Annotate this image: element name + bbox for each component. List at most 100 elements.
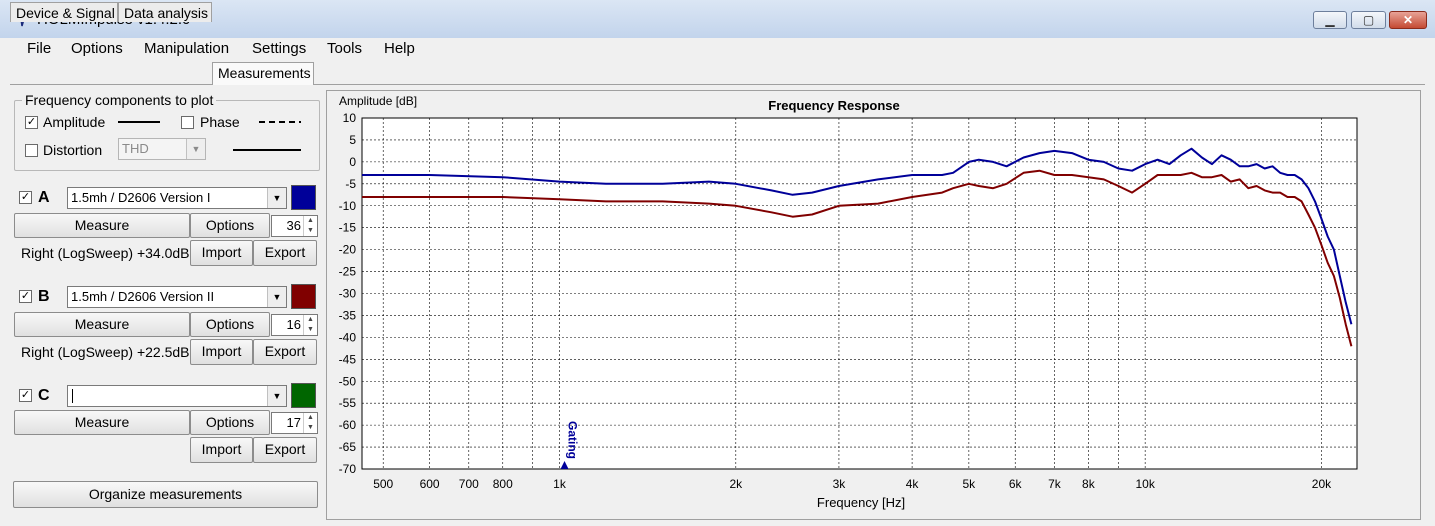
y-tick-label: -30 (339, 287, 357, 301)
chart-title: Frequency Response (768, 98, 900, 113)
x-tick-label: 700 (459, 477, 479, 491)
channel-a-checkbox[interactable]: ✓ (19, 191, 32, 204)
tab-panel (10, 84, 1425, 523)
title-bar: HOLMImpulse v1.4.2.0 ▁ ▢ ✕ (0, 0, 1435, 39)
chevron-down-icon: ▼ (186, 139, 205, 159)
channel-b-select[interactable]: 1.5mh / D2606 Version II ▼ (67, 286, 287, 308)
y-tick-label: -10 (339, 199, 357, 213)
channel-c-color-swatch[interactable] (291, 383, 316, 408)
channel-c-export-button[interactable]: Export (253, 437, 317, 463)
distortion-select-value: THD (122, 141, 149, 156)
channel-b-checkbox[interactable]: ✓ (19, 290, 32, 303)
y-tick-label: -70 (339, 462, 357, 476)
channel-a-select[interactable]: 1.5mh / D2606 Version I ▼ (67, 187, 287, 209)
spinner-arrows-icon[interactable]: ▲ ▼ (303, 315, 317, 335)
menu-help[interactable]: Help (384, 40, 415, 57)
channel-b-name: 1.5mh / D2606 Version II (71, 289, 215, 304)
frequency-components-title: Frequency components to plot (22, 92, 217, 108)
channel-a-letter: A (38, 189, 50, 206)
channel-a-color-swatch[interactable] (291, 185, 316, 210)
y-tick-label: -50 (339, 374, 357, 388)
menu-options[interactable]: Options (71, 40, 123, 57)
menu-manipulation[interactable]: Manipulation (144, 40, 230, 57)
y-tick-label: -65 (339, 440, 357, 454)
phase-line-sample (259, 121, 301, 123)
x-tick-label: 8k (1082, 477, 1096, 491)
channel-c-spinner[interactable]: 17 ▲ ▼ (271, 412, 318, 434)
channel-c-options-button[interactable]: Options (190, 410, 270, 435)
y-tick-label: 0 (349, 155, 356, 169)
tab-data-analysis[interactable]: Data analysis (118, 2, 212, 22)
channel-b-measure-button[interactable]: Measure (14, 312, 190, 337)
channel-b-info: Right (LogSweep) +22.5dB (21, 344, 190, 360)
y-tick-label: -35 (339, 308, 357, 322)
channel-b-options-button[interactable]: Options (190, 312, 270, 337)
x-tick-label: 500 (373, 477, 393, 491)
channel-b-spinner[interactable]: 16 ▲ ▼ (271, 314, 318, 336)
minimize-button[interactable]: ▁ (1313, 11, 1347, 29)
frequency-response-chart[interactable]: Frequency Response Amplitude [dB] Freque… (327, 91, 1420, 519)
text-caret (72, 389, 73, 403)
amplitude-line-sample (118, 121, 160, 123)
y-tick-label: -60 (339, 418, 357, 432)
y-tick-label: 5 (349, 133, 356, 147)
organize-measurements-button[interactable]: Organize measurements (13, 481, 318, 508)
x-tick-label: 800 (493, 477, 513, 491)
distortion-select[interactable]: THD ▼ (118, 138, 206, 160)
tab-measurements[interactable]: Measurements (212, 62, 314, 85)
spinner-arrows-icon[interactable]: ▲ ▼ (303, 216, 317, 236)
channel-b-color-swatch[interactable] (291, 284, 316, 309)
chevron-down-icon: ▼ (267, 287, 286, 307)
x-tick-label: 5k (963, 477, 977, 491)
distortion-label: Distortion (43, 142, 103, 158)
channel-c-checkbox[interactable]: ✓ (19, 389, 32, 402)
y-tick-label: -25 (339, 265, 357, 279)
spinner-arrows-icon[interactable]: ▲ ▼ (303, 413, 317, 433)
y-tick-label: -5 (345, 177, 356, 191)
channel-a-import-button[interactable]: Import (190, 240, 253, 266)
tab-device-signal[interactable]: Device & Signal (10, 2, 118, 22)
maximize-button[interactable]: ▢ (1351, 11, 1386, 29)
x-tick-label: 6k (1009, 477, 1023, 491)
y-tick-label: -40 (339, 330, 357, 344)
x-tick-label: 600 (420, 477, 440, 491)
channel-b-export-button[interactable]: Export (253, 339, 317, 365)
x-tick-label: 7k (1048, 477, 1062, 491)
x-tick-label: 2k (729, 477, 743, 491)
channel-a-options-button[interactable]: Options (190, 213, 270, 238)
channel-b-letter: B (38, 288, 50, 305)
channel-c-measure-button[interactable]: Measure (14, 410, 190, 435)
channel-c-letter: C (38, 387, 50, 404)
channel-c-select[interactable]: ▼ (67, 385, 287, 407)
x-tick-label: 1k (553, 477, 567, 491)
menu-tools[interactable]: Tools (327, 40, 363, 57)
channel-c-import-button[interactable]: Import (190, 437, 253, 463)
series-line-b (362, 169, 1353, 347)
x-tick-label: 3k (833, 477, 847, 491)
close-button[interactable]: ✕ (1389, 11, 1427, 29)
channel-b-import-button[interactable]: Import (190, 339, 253, 365)
distortion-checkbox[interactable] (25, 144, 38, 157)
y-tick-label: 10 (343, 111, 357, 125)
gating-label: Gating (566, 421, 580, 459)
distortion-line-sample (233, 149, 301, 151)
chevron-down-icon: ▼ (267, 386, 286, 406)
menu-settings[interactable]: Settings (252, 40, 307, 57)
channel-a-spinner[interactable]: 36 ▲ ▼ (271, 215, 318, 237)
channel-b-spinner-value: 16 (286, 317, 301, 332)
phase-checkbox[interactable] (181, 116, 194, 129)
y-tick-label: -45 (339, 352, 357, 366)
channel-a-name: 1.5mh / D2606 Version I (71, 190, 211, 205)
x-tick-label: 4k (906, 477, 920, 491)
menu-file[interactable]: File (27, 40, 52, 57)
channel-a-spinner-value: 36 (286, 218, 301, 233)
series-line-a (362, 147, 1353, 325)
channel-a-measure-button[interactable]: Measure (14, 213, 190, 238)
y-tick-label: -15 (339, 221, 357, 235)
amplitude-checkbox[interactable]: ✓ (25, 116, 38, 129)
x-axis-label: Frequency [Hz] (817, 495, 905, 510)
channel-c-spinner-value: 17 (286, 415, 301, 430)
frequency-components-group (14, 100, 320, 171)
channel-a-export-button[interactable]: Export (253, 240, 317, 266)
y-tick-label: -20 (339, 243, 357, 257)
